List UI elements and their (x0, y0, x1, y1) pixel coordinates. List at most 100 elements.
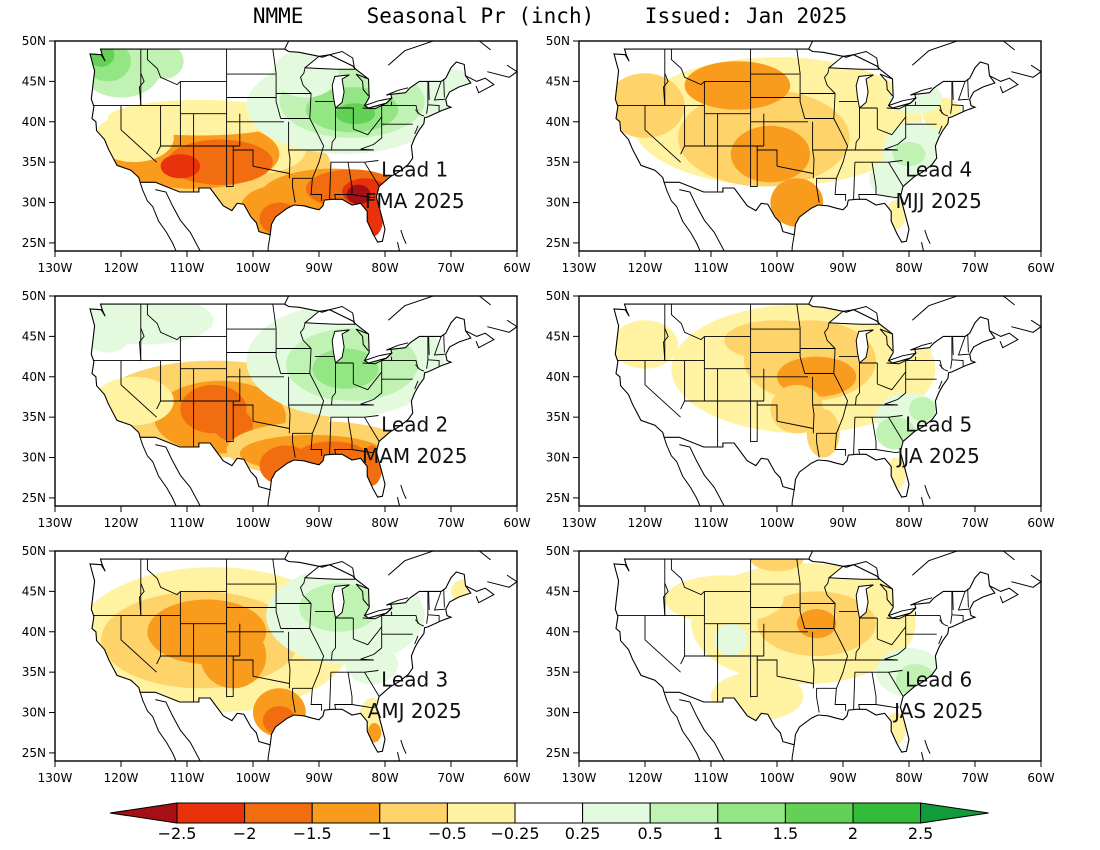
boundary-line (299, 577, 312, 604)
boundary-line (364, 416, 380, 442)
boundary-line (911, 41, 1015, 66)
boundary-line (427, 614, 440, 622)
boundary-line (400, 484, 407, 499)
boundary-line (139, 583, 145, 616)
lead-label: Lead 4 (905, 158, 972, 182)
lon-label: 70W (961, 771, 988, 785)
boundary-line (924, 739, 931, 754)
lat-label: 50N (22, 289, 46, 303)
anomaly-contour (724, 320, 830, 361)
boundary-line (855, 362, 860, 398)
map-svg: 25N 30N 35N 40N 45N 50N 130W 120W 110W 100W 90W 80W… (546, 544, 1055, 785)
lat-label: 35N (546, 155, 570, 169)
boundary-line (155, 189, 201, 251)
boundary-line (415, 109, 425, 117)
boundary-line (875, 194, 900, 199)
boundary-line (155, 444, 201, 506)
lat-label: 35N (22, 665, 46, 679)
anomaly-contour (714, 623, 748, 656)
boundary-line (120, 615, 157, 673)
lat-label: 40N (22, 115, 46, 129)
boundary-line (855, 396, 857, 406)
boundary-line (796, 559, 806, 629)
boundary-line (921, 751, 924, 761)
anomaly-contour (730, 125, 810, 183)
boundary-line (854, 160, 903, 163)
boundary-line (387, 551, 491, 576)
boundary-line (756, 146, 778, 167)
lat-label: 25N (546, 746, 570, 760)
boundary-line (833, 603, 849, 711)
lon-label: 80W (371, 516, 398, 530)
season-label: MAM 2025 (362, 444, 467, 468)
boundary-line (309, 348, 325, 456)
boundary-line (905, 105, 943, 114)
colorbar-label: −0.25 (490, 824, 539, 843)
boundary-line (427, 359, 440, 367)
boundary-line (967, 588, 969, 608)
boundary-line (299, 67, 312, 94)
lon-label: 100W (236, 771, 271, 785)
anomaly-contour (160, 154, 201, 179)
map-panel-lead4: 25N 30N 35N 40N 45N 50N 130W 120W 110W 100W 90W 80W… (524, 33, 1055, 283)
lon-label: 60W (1027, 516, 1054, 530)
lat-label: 45N (546, 584, 570, 598)
boundary-line (428, 591, 430, 611)
boundary-line (386, 597, 409, 606)
lon-label: 110W (694, 771, 729, 785)
boundary-line (267, 744, 271, 761)
map-svg: 25N 30N 35N 40N 45N 50N 130W 120W 110W 100W 90W 80W… (546, 289, 1055, 530)
boundary-line (957, 591, 970, 611)
lat-label: 30N (546, 196, 570, 210)
lon-label: 120W (104, 261, 139, 275)
boundary-line (663, 437, 701, 506)
boundary-line (487, 574, 517, 588)
boundary-line (853, 162, 856, 200)
boundary-line (364, 671, 380, 697)
boundary-line (355, 73, 369, 97)
boundary-line (443, 588, 445, 608)
lat-label: 40N (22, 625, 46, 639)
lake (855, 74, 874, 109)
lat-label: 25N (546, 236, 570, 250)
boundary-line (252, 165, 290, 174)
colorbar-label: 0.5 (637, 824, 662, 843)
lon-label: 130W (38, 771, 73, 785)
anomaly-contour (684, 61, 791, 110)
boundary-line (443, 333, 445, 353)
boundary-line (146, 559, 181, 596)
lon-label: 70W (437, 771, 464, 785)
boundary-line (833, 93, 849, 201)
boundary-line (791, 234, 795, 251)
boundary-line (823, 67, 836, 94)
boundary-line (855, 651, 857, 661)
lake (303, 560, 356, 580)
boundary-line (433, 81, 446, 101)
lat-label: 40N (546, 115, 570, 129)
lon-label: 80W (895, 771, 922, 785)
boundary-line (663, 328, 669, 361)
boundary-line (989, 75, 1019, 94)
lon-label: 70W (961, 516, 988, 530)
boundary-line (679, 699, 725, 761)
lon-label: 90W (305, 771, 332, 785)
lon-label: 60W (503, 516, 530, 530)
boundary-line (888, 416, 904, 442)
lon-label: 120W (628, 771, 663, 785)
boundary-line (329, 417, 332, 455)
plot-frame (54, 295, 518, 507)
season-label: FMA 2025 (365, 189, 465, 213)
lat-label: 35N (22, 410, 46, 424)
boundary-line (139, 328, 145, 361)
lat-label: 25N (22, 491, 46, 505)
boundary-line (756, 656, 778, 677)
colorbar-label: 0.25 (565, 824, 601, 843)
boundary-line (226, 150, 234, 187)
lon-label: 120W (628, 261, 663, 275)
boundary-line (252, 420, 290, 429)
lon-label: 130W (38, 261, 73, 275)
boundary-line (351, 704, 376, 709)
lat-label: 25N (22, 236, 46, 250)
lon-label: 110W (170, 516, 205, 530)
boundary-line (331, 617, 336, 653)
